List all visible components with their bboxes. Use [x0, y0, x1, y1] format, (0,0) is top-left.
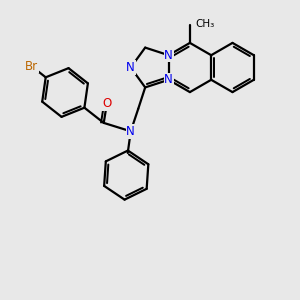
- Text: N: N: [164, 73, 173, 86]
- Text: O: O: [102, 97, 111, 110]
- Text: N: N: [164, 49, 173, 62]
- Text: N: N: [126, 125, 135, 138]
- Text: Br: Br: [25, 60, 38, 73]
- Text: N: N: [126, 61, 135, 74]
- Text: CH₃: CH₃: [195, 19, 214, 29]
